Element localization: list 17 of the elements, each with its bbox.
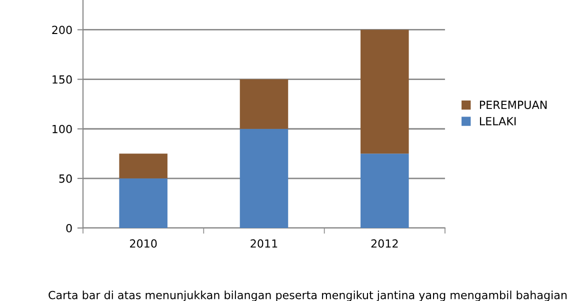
legend-label: LELAKI <box>480 117 516 126</box>
legend-label: PEREMPUAN <box>480 100 547 110</box>
bar <box>240 128 288 228</box>
bar <box>119 154 168 178</box>
x-tick-label: 2010 <box>130 239 157 248</box>
x-tick-label: 2011 <box>250 239 278 248</box>
y-tick-label: 50 <box>59 174 72 183</box>
bar <box>360 154 409 228</box>
y-tick-label: 100 <box>52 124 72 134</box>
x-tick-label: 2012 <box>371 239 398 248</box>
y-tick-label: 150 <box>52 75 72 84</box>
bar <box>360 30 409 154</box>
bar <box>240 79 288 129</box>
bar <box>119 178 168 228</box>
y-tick-label: 200 <box>52 26 72 34</box>
y-tick-label: 0 <box>66 224 72 232</box>
text: Carta bar di atas menunjukkan bilangan peserta mengikut jantina yang mengambil bahagian <box>48 290 567 301</box>
